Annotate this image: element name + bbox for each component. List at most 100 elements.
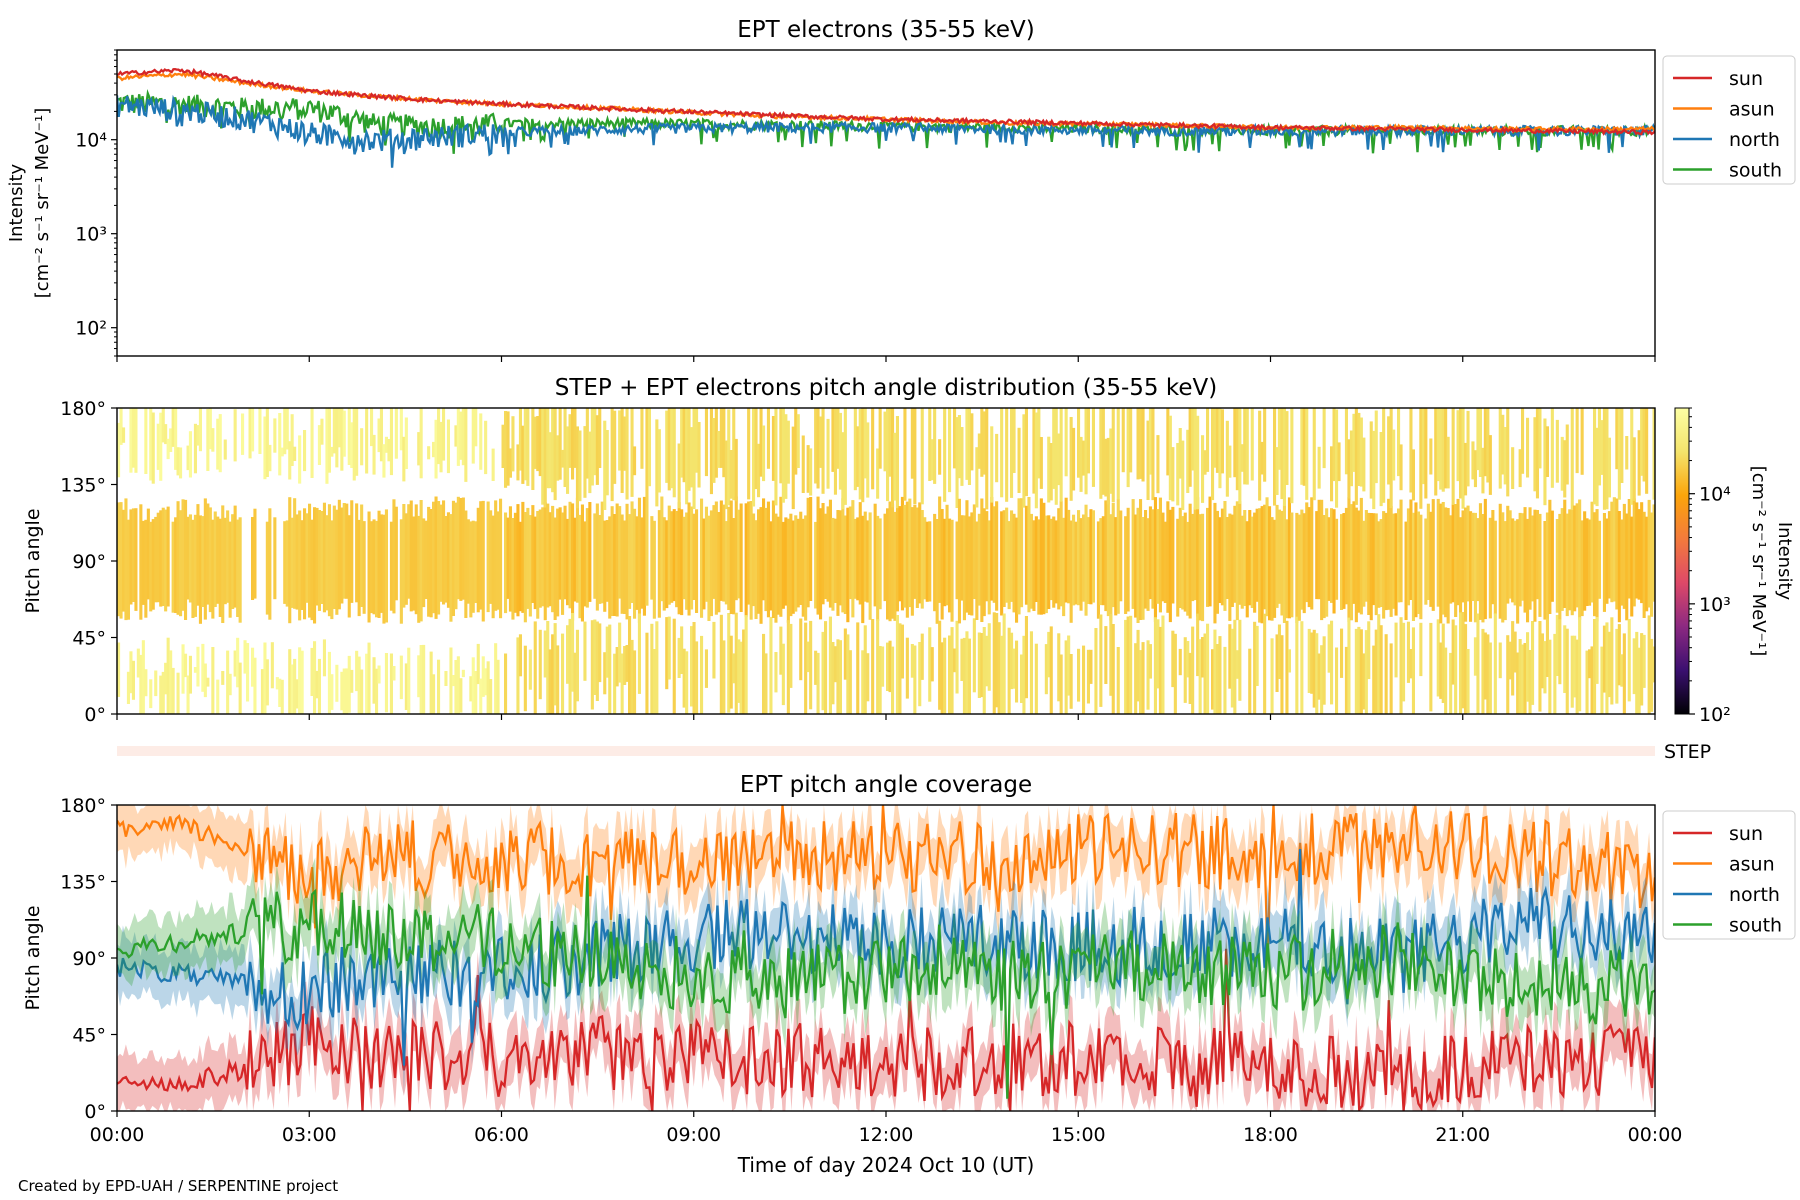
heatmap-cell bbox=[332, 505, 336, 609]
heatmap-cell bbox=[1188, 408, 1192, 487]
heatmap-cell bbox=[496, 511, 500, 610]
heatmap-cell bbox=[556, 435, 560, 481]
heatmap-cell bbox=[553, 623, 557, 706]
heatmap-cell bbox=[1563, 440, 1567, 498]
heatmap-cell bbox=[595, 621, 599, 701]
heatmap-cell bbox=[238, 517, 242, 623]
heatmap-cell bbox=[727, 506, 731, 610]
heatmap-cell bbox=[918, 502, 922, 604]
heatmap-cell bbox=[1012, 513, 1016, 613]
heatmap-cell bbox=[1186, 521, 1190, 616]
heatmap-cell bbox=[1153, 497, 1157, 622]
heatmap-cell bbox=[1077, 408, 1081, 478]
heatmap-cell bbox=[213, 511, 217, 607]
credit-text: Created by EPD-UAH / SERPENTINE project bbox=[18, 1177, 339, 1195]
heatmap-cell bbox=[838, 510, 842, 606]
heatmap-cell bbox=[1206, 623, 1210, 714]
heatmap-cell bbox=[1084, 504, 1088, 616]
heatmap-cell bbox=[905, 501, 909, 618]
heatmap-cell bbox=[608, 624, 612, 714]
heatmap-cell bbox=[1620, 408, 1624, 483]
heatmap-cell bbox=[1310, 497, 1314, 610]
colorbar-tick-label: 10² bbox=[1699, 704, 1731, 726]
heatmap-cell bbox=[1464, 624, 1468, 714]
heatmap-cell bbox=[382, 514, 386, 624]
heatmap-cell bbox=[717, 431, 721, 468]
heatmap-cell bbox=[950, 519, 954, 622]
heatmap-cell bbox=[846, 507, 850, 623]
heatmap-cell bbox=[293, 446, 297, 461]
y-tick-label: 10³ bbox=[75, 224, 107, 246]
heatmap-cell bbox=[575, 426, 579, 509]
heatmap-cell bbox=[437, 408, 441, 465]
heatmap-cell bbox=[253, 657, 257, 714]
heatmap-cell bbox=[878, 646, 882, 714]
heatmap-cell bbox=[1590, 646, 1594, 714]
heatmap-cell bbox=[913, 408, 917, 505]
heatmap-cell bbox=[841, 432, 845, 510]
heatmap-cell bbox=[821, 503, 825, 605]
heatmap-cell bbox=[1310, 632, 1314, 694]
heatmap-cell bbox=[456, 408, 460, 466]
heatmap-cell bbox=[642, 496, 646, 616]
heatmap-cell bbox=[1570, 635, 1574, 708]
heatmap-cell bbox=[953, 408, 957, 469]
heatmap-cell bbox=[471, 657, 475, 714]
heatmap-cell bbox=[1096, 521, 1100, 619]
heatmap-cell bbox=[695, 641, 699, 714]
heatmap-cell bbox=[1367, 621, 1371, 680]
heatmap-cell bbox=[1322, 408, 1326, 469]
heatmap-cell bbox=[995, 613, 999, 708]
heatmap-cell bbox=[469, 676, 473, 702]
heatmap-cell bbox=[1188, 652, 1192, 704]
heatmap-cell bbox=[1652, 646, 1655, 683]
heatmap-cell bbox=[494, 500, 498, 611]
heatmap-cell bbox=[1553, 633, 1557, 714]
heatmap-cell bbox=[1039, 498, 1043, 615]
heatmap-cell bbox=[1429, 511, 1433, 607]
heatmap-cell bbox=[1104, 626, 1108, 684]
heatmap-cell bbox=[325, 408, 329, 484]
heatmap-cell bbox=[704, 408, 708, 477]
heatmap-cell bbox=[1459, 408, 1463, 499]
heatmap-cell bbox=[677, 637, 681, 678]
heatmap-cell bbox=[625, 645, 629, 682]
heatmap-cell bbox=[516, 504, 520, 617]
heatmap-cell bbox=[804, 515, 808, 621]
heatmap-cell bbox=[799, 618, 803, 681]
heatmap-cell bbox=[1074, 521, 1078, 605]
heatmap-cell bbox=[1340, 514, 1344, 610]
heatmap-cell bbox=[1642, 511, 1646, 618]
heatmap-cell bbox=[871, 408, 875, 490]
heatmap-cell bbox=[1488, 435, 1492, 495]
heatmap-cell bbox=[1161, 512, 1165, 602]
heatmap-cell bbox=[548, 512, 552, 607]
heatmap-cell bbox=[1037, 519, 1041, 615]
heatmap-cell bbox=[685, 512, 689, 610]
heatmap-cell bbox=[347, 408, 351, 465]
heatmap-cell bbox=[598, 623, 602, 683]
heatmap-cell bbox=[893, 432, 897, 501]
heatmap-cell bbox=[1233, 619, 1237, 714]
heatmap-cell bbox=[484, 668, 488, 696]
heatmap-cell bbox=[533, 416, 537, 469]
heatmap-cell bbox=[1543, 641, 1547, 694]
heatmap-cell bbox=[357, 656, 361, 714]
heatmap-cell bbox=[149, 408, 153, 481]
heatmap-cell bbox=[886, 642, 890, 691]
heatmap-cell bbox=[620, 514, 624, 614]
heatmap-cell bbox=[680, 626, 684, 674]
heatmap-cell bbox=[1230, 514, 1234, 607]
heatmap-cell bbox=[910, 644, 914, 678]
heatmap-cell bbox=[1595, 427, 1599, 507]
heatmap-cell bbox=[1451, 504, 1455, 603]
coverage-band-south bbox=[117, 850, 1655, 1111]
heatmap-cell bbox=[1441, 623, 1445, 703]
heatmap-cell bbox=[809, 620, 813, 710]
heatmap-cell bbox=[1605, 518, 1609, 604]
heatmap-cell bbox=[633, 650, 637, 714]
heatmap-cell bbox=[623, 520, 627, 614]
heatmap-cell bbox=[1503, 521, 1507, 621]
heatmap-cell bbox=[176, 672, 180, 714]
heatmap-cell bbox=[335, 664, 339, 702]
